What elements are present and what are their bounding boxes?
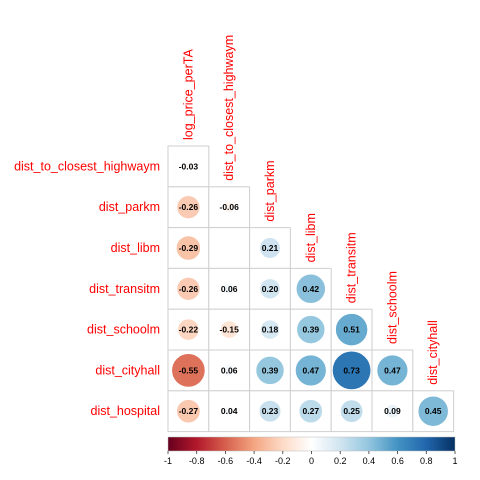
column-label: dist_parkm [263,160,277,221]
colorbar-tick-label: -0.6 [218,456,234,466]
correlation-circle [295,273,326,304]
correlation-value: 0.23 [262,406,279,416]
correlation-value: 0.09 [384,406,401,416]
column-label: dist_libm [304,213,318,262]
correlation-value: 0.47 [303,365,320,375]
row-label: dist_cityhall [95,363,160,377]
correlation-value: -0.15 [220,325,240,335]
color-legend: -1 -0.8 -0.6 -0.4 -0.2 0 0.2 0.4 0.6 0.8 1 [164,436,458,466]
correlation-circle [258,400,282,423]
correlation-circle [176,399,201,424]
correlation-circle [223,201,235,213]
correlation-circle [417,395,449,427]
correlation-circle [220,320,239,339]
correlation-circle [223,364,235,377]
correlation-value: 0.06 [221,284,238,294]
correlation-value: 0.47 [384,365,401,375]
row-label: dist_libm [111,241,160,255]
correlation-value: -0.06 [220,202,240,212]
correlation-circle [376,354,409,387]
column-label: dist_transitm [345,232,359,303]
column-label: dist_to_closest_highwaym [222,35,236,181]
correlation-circle [259,278,281,300]
colorbar-tick-label: -0.8 [189,456,205,466]
correlation-value: 0.27 [303,406,320,416]
correlation-value: 0.51 [343,325,360,335]
matrix-cell [208,227,251,269]
row-labels: dist_to_closest_highwaym dist_parkm dist_l… [14,159,160,418]
correlation-circle [335,313,368,346]
correlation-value: -0.26 [179,284,199,294]
row-label: dist_transitm [89,282,160,296]
correlation-value: -0.26 [179,202,199,212]
correlation-circle [340,399,364,423]
correlation-circle [177,318,200,341]
correlation-values: -0.03 -0.26 -0.06 -0.29 0.21 -0.26 0.06 0.20 0.4… [179,161,442,416]
correlation-value: -0.22 [179,325,199,335]
correlation-value: -0.29 [179,243,199,253]
correlation-value: 0.04 [221,406,238,416]
correlation-value: 0.21 [262,243,279,253]
correlation-circle [224,406,234,416]
correlation-value: 0.42 [303,284,320,294]
correlation-value: 0.20 [262,284,279,294]
colorbar [167,436,456,452]
correlation-circle [176,277,201,301]
correlation-value: -0.55 [179,365,199,375]
correlation-circle [385,404,400,419]
correlation-circle [171,353,206,388]
correlation-value: -0.27 [179,406,199,416]
matrix-cell [167,390,210,433]
column-label: dist_cityhall [426,320,440,385]
colorbar-tick-label: 1 [452,456,457,466]
correlation-circle [259,237,281,259]
colorbar-tick-label: 0 [309,456,314,466]
correlation-value: 0.06 [221,365,238,375]
column-labels: log_price_perTA dist_to_closest_highwaymd… [181,35,440,385]
correlation-value: 0.73 [343,365,360,375]
colorbar-tick-label: -1 [164,456,172,466]
correlation-circle [295,354,327,387]
column-label: dist_schoolm [385,271,399,344]
colorbar-tick-label: -0.2 [275,456,291,466]
row-label: dist_to_closest_highwaym [14,159,160,173]
correlation-circle [296,315,326,344]
correlation-circle [176,195,201,219]
row-label: dist_parkm [99,200,160,214]
correlation-circle [298,399,323,424]
correlation-circle [255,356,285,385]
correlation-circle [332,350,372,390]
column-label: log_price_perTA [181,49,195,140]
row-label: dist_hospital [91,404,161,418]
correlation-value: 0.18 [262,325,279,335]
correlation-circle [176,235,201,261]
correlation-circle [184,162,193,171]
matrix-cell [208,267,251,310]
row-label: dist_schoolm [87,323,160,337]
correlation-circle [260,319,280,340]
colorbar-tick-label: 0.2 [334,456,347,466]
correlation-circles [171,162,449,427]
colorbar-tick-label: -0.4 [246,456,262,466]
correlation-value: 0.39 [303,325,320,335]
colorbar-tick-label: 0.4 [363,456,376,466]
colorbar-tick-label: 0.8 [420,456,433,466]
correlation-value: 0.45 [425,406,442,416]
correlation-value: 0.39 [262,365,279,375]
matrix-cell [289,390,332,433]
correlation-value: 0.25 [343,406,360,416]
correlation-circle [223,283,235,295]
colorbar-tick-label: 0.6 [391,456,404,466]
correlation-value: -0.03 [179,161,199,171]
